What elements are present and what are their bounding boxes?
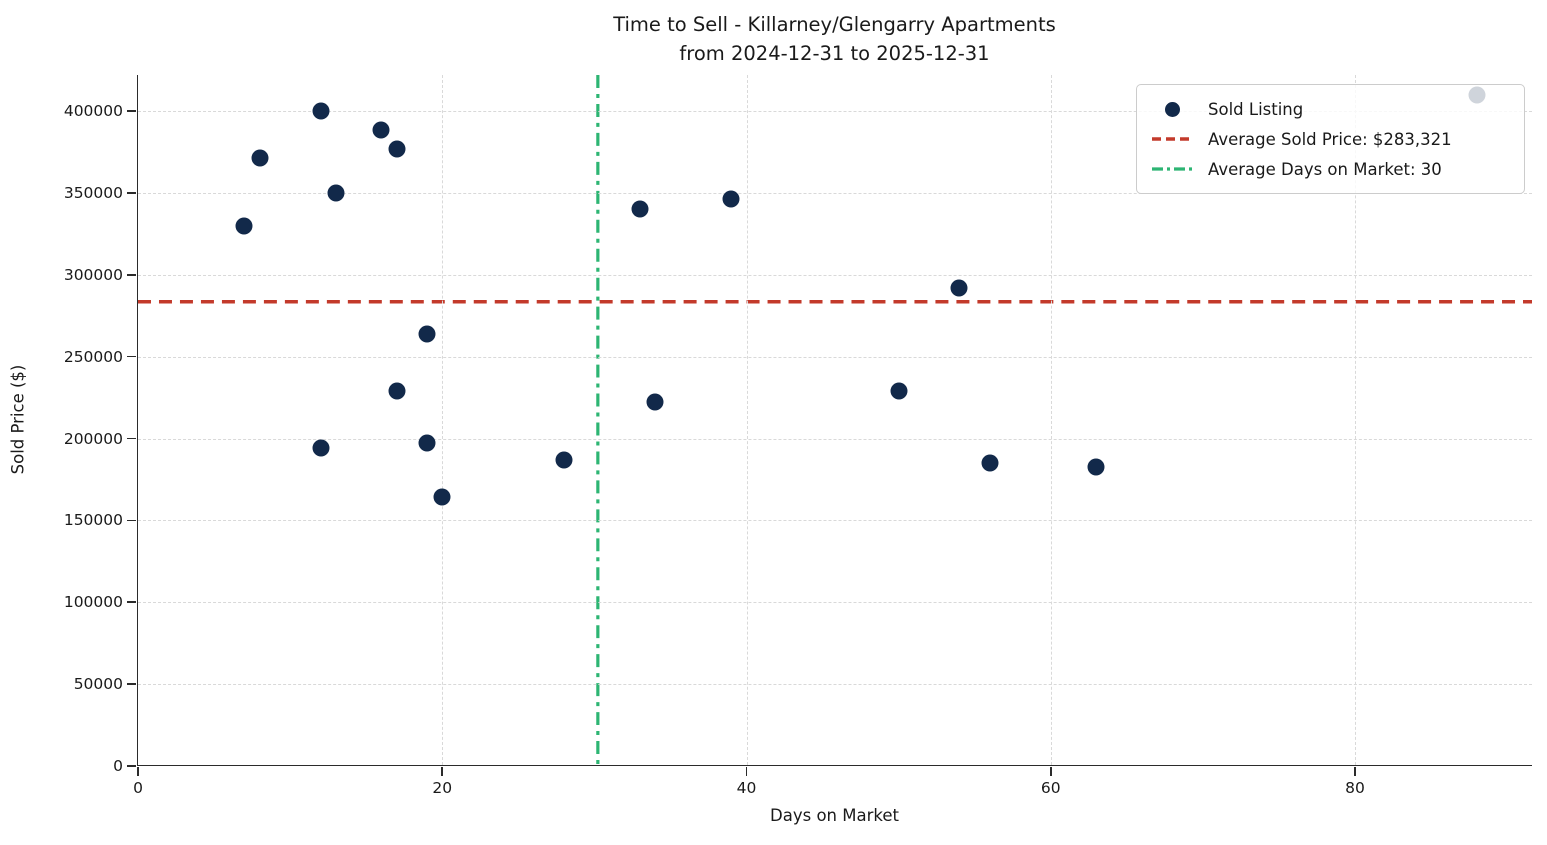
y-tick-label: 100000: [63, 593, 123, 612]
data-point-sold-listing: [251, 149, 269, 167]
y-tick-mark: [127, 437, 136, 440]
y-tick-label: 350000: [63, 183, 123, 202]
legend-label-sold-listing: Sold Listing: [1208, 99, 1304, 119]
x-tick-label: 80: [1345, 779, 1365, 797]
data-point-sold-listing: [388, 382, 406, 400]
data-point-sold-listing: [327, 184, 345, 202]
x-axis-label: Days on Market: [770, 806, 899, 825]
y-tick-mark: [127, 519, 136, 522]
y-tick-mark: [127, 601, 136, 604]
x-tick-mark: [1354, 767, 1356, 776]
data-point-sold-listing: [1087, 458, 1105, 476]
gridline-vertical: [1355, 75, 1356, 765]
legend-row-avg-price: Average Sold Price: $283,321: [1149, 124, 1512, 154]
legend-row-avg-days: Average Days on Market: 30: [1149, 154, 1512, 184]
y-axis-label: Sold Price ($): [8, 364, 28, 475]
legend-row-sold-listing: Sold Listing: [1149, 94, 1512, 124]
gridline-vertical: [1050, 75, 1052, 765]
data-point-sold-listing: [418, 325, 436, 343]
average-lines-layer: [138, 75, 1532, 765]
gridline-horizontal: [138, 520, 1532, 522]
chart-title: Time to Sell - Killarney/Glengarry Apart…: [137, 10, 1532, 68]
y-tick-label: 0: [113, 757, 123, 775]
legend-label-avg-price: Average Sold Price: $283,321: [1208, 129, 1452, 149]
gridline-vertical: [442, 75, 444, 765]
y-tick-mark: [127, 110, 136, 112]
data-point-sold-listing: [312, 439, 330, 457]
legend-label-avg-days: Average Days on Market: 30: [1208, 159, 1442, 179]
x-tick-mark: [1049, 767, 1052, 776]
gridline-horizontal: [138, 192, 1532, 194]
x-tick-label: 0: [133, 779, 143, 797]
data-point-sold-listing: [235, 217, 253, 235]
y-tick-mark: [127, 683, 136, 685]
avg-days-dashdot-line-icon: [1149, 166, 1195, 172]
gridline-horizontal: [138, 684, 1532, 686]
x-tick-label: 60: [1040, 779, 1061, 797]
gridline-horizontal: [138, 274, 1532, 276]
y-tick-label: 200000: [63, 429, 123, 448]
y-tick-label: 250000: [63, 347, 123, 366]
y-tick-label: 50000: [73, 675, 123, 694]
data-point-sold-listing: [372, 121, 390, 139]
data-point-sold-listing: [646, 393, 664, 411]
sold-listing-marker-icon: [1149, 101, 1195, 117]
data-point-sold-listing: [950, 279, 968, 297]
x-tick-mark: [137, 767, 139, 776]
y-tick-mark: [127, 355, 136, 358]
data-point-sold-listing: [388, 140, 406, 158]
y-tick-label: 300000: [63, 265, 123, 284]
legend: Sold Listing Average Sold Price: $283,32…: [1136, 84, 1525, 194]
y-tick-mark: [127, 273, 136, 276]
y-tick-mark: [127, 765, 136, 767]
gridline-horizontal: [138, 356, 1532, 358]
gridline-horizontal: [138, 438, 1532, 440]
avg-price-dashed-line-icon: [1149, 136, 1195, 142]
data-point-sold-listing: [418, 434, 436, 452]
x-tick-mark: [441, 767, 444, 776]
y-tick-label: 150000: [63, 511, 123, 530]
data-point-sold-listing: [631, 200, 649, 218]
data-point-sold-listing: [722, 190, 740, 208]
data-point-sold-listing: [890, 382, 908, 400]
plot-area: 0 20 40 60 80 0 50000 100000 150000 200000 250000 3…: [64, 75, 1532, 797]
x-tick-mark: [745, 767, 748, 776]
data-point-sold-listing: [433, 488, 451, 506]
data-point-sold-listing: [981, 454, 999, 472]
gridline-vertical: [746, 75, 748, 765]
data-point-sold-listing: [312, 102, 330, 120]
x-tick-label: 20: [432, 779, 453, 797]
chart-title-line1: Time to Sell - Killarney/Glengarry Apart…: [613, 13, 1056, 36]
y-tick-label: 400000: [63, 102, 123, 121]
chart-title-line2: from 2024-12-31 to 2025-12-31: [679, 42, 990, 65]
gridline-horizontal: [138, 602, 1532, 604]
y-tick-mark: [127, 192, 136, 194]
x-tick-label: 40: [736, 779, 757, 797]
data-point-sold-listing: [555, 451, 573, 469]
gridline-horizontal: [138, 111, 1532, 113]
